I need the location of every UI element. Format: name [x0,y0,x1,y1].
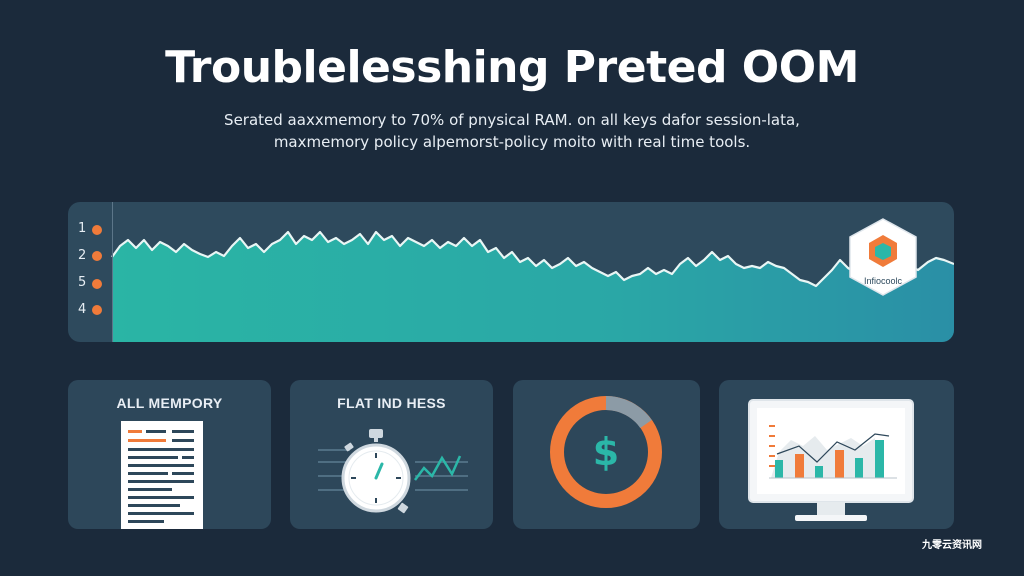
logo-label: Infiocoolc [863,276,903,286]
subtitle-line-1: Serated aaxxmemory to 70% of pnysical RA… [224,111,800,129]
page-title: Troublelesshing Preted OOM [165,42,859,93]
memory-graph-panel: 1 2 5 4 [68,202,954,342]
monitor-card [719,380,954,529]
memory-line [111,230,954,288]
memory-area-chart [111,230,954,342]
row-dot-3 [92,279,102,289]
monitor-chart-icon [748,399,914,521]
cost-card: $ [513,380,700,529]
dollar-icon: $ [593,430,619,474]
memory-area-fill [112,232,954,342]
flat-card-title: FLAT IND HESS [337,395,446,411]
row-dot-4 [92,305,102,315]
cost-donut-chart: $ [550,396,662,508]
flat-card: FLAT IND HESS [290,380,493,529]
row-dot-1 [92,225,102,235]
row-label-4: 4 [78,302,87,317]
row-dot-2 [92,251,102,261]
memory-card: ALL MEMPORY [68,380,271,529]
watermark: 九零云资讯网 [922,540,982,551]
graph-y-axis [112,202,113,342]
subtitle-line-2: maxmemory policy alpemorst-policy moito … [273,133,751,151]
row-label-3: 5 [78,275,87,290]
memory-card-title: ALL MEMPORY [116,395,223,411]
row-label-1: 1 [78,221,87,236]
stopwatch-icon [318,429,468,514]
row-label-2: 2 [78,248,87,263]
infiocoolc-logo-icon [849,218,917,296]
document-list-icon [121,421,203,529]
